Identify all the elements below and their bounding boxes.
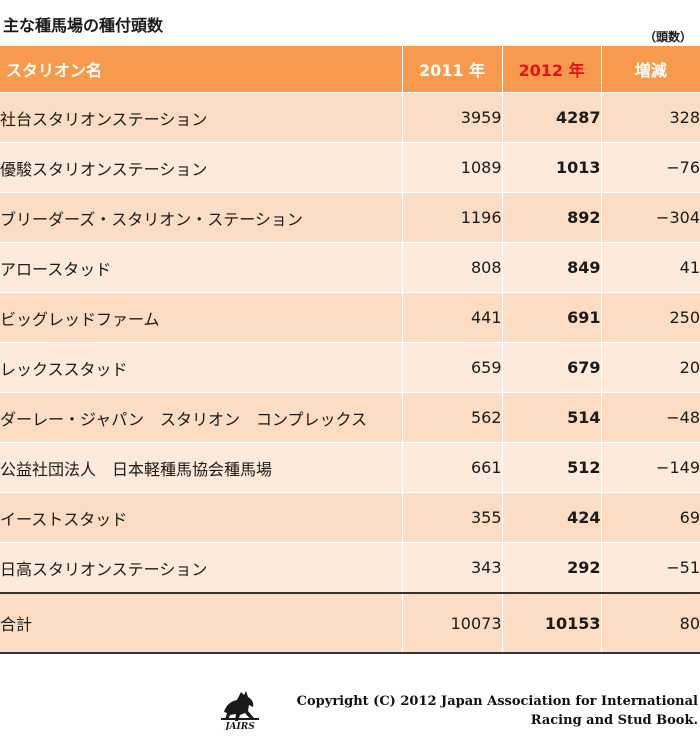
row-2012: 691 — [502, 292, 602, 343]
row-name: 公益社団法人 日本軽種馬協会種馬場 — [0, 442, 403, 493]
row-name: レックススタッド — [0, 342, 403, 393]
row-2012: 892 — [502, 192, 602, 243]
row-change: −149 — [601, 442, 700, 493]
total-row: 合計 10073 10153 80 — [0, 592, 700, 654]
row-2011: 562 — [402, 392, 503, 443]
table-header-row: スタリオン名 2011 年 2012 年 増減 — [0, 46, 700, 93]
page-title: 主な種馬場の種付頭数 — [3, 16, 164, 35]
copyright-line-2: Racing and Stud Book. — [530, 713, 698, 728]
row-name: ダーレー・ジャパン スタリオン コンプレックス — [0, 392, 403, 443]
table-row: ブリーダーズ・スタリオン・ステーション 1196 892 −304 — [0, 192, 700, 243]
copyright-line-1: Copyright (C) 2012 Japan Association for… — [296, 694, 698, 709]
row-name: ブリーダーズ・スタリオン・ステーション — [0, 192, 403, 243]
row-2012: 679 — [502, 342, 602, 393]
total-label: 合計 — [0, 592, 403, 654]
row-2012: 514 — [502, 392, 602, 443]
copyright-notice: Copyright (C) 2012 Japan Association for… — [297, 692, 698, 730]
row-change: 41 — [601, 242, 700, 293]
table-row: 社台スタリオンステーション 3959 4287 328 — [0, 92, 700, 143]
logo-text: JAIRS — [223, 722, 255, 730]
row-2011: 355 — [402, 492, 503, 543]
unit-label: （頭数） — [643, 30, 692, 44]
total-2011: 10073 — [402, 592, 503, 654]
row-change: 328 — [601, 92, 700, 143]
row-change: −76 — [601, 142, 700, 193]
row-2012: 292 — [502, 542, 602, 593]
header-2012: 2012 年 — [502, 46, 602, 93]
row-change: −304 — [601, 192, 700, 243]
row-2012: 424 — [502, 492, 602, 543]
footer: JAIRS Copyright (C) 2012 Japan Associati… — [218, 688, 700, 730]
row-change: 250 — [601, 292, 700, 343]
row-2011: 441 — [402, 292, 503, 343]
row-2012: 1013 — [502, 142, 602, 193]
table-row: 公益社団法人 日本軽種馬協会種馬場 661 512 −149 — [0, 442, 700, 493]
row-2011: 808 — [402, 242, 503, 293]
stud-farm-table: スタリオン名 2011 年 2012 年 増減 社台スタリオンステーション 39… — [0, 46, 700, 654]
row-2011: 343 — [402, 542, 503, 593]
row-2012: 849 — [502, 242, 602, 293]
header-stallion-name: スタリオン名 — [0, 46, 403, 93]
row-change: −51 — [601, 542, 700, 593]
row-2011: 659 — [402, 342, 503, 393]
row-2011: 1196 — [402, 192, 503, 243]
table-row: アロースタッド 808 849 41 — [0, 242, 700, 293]
row-2012: 512 — [502, 442, 602, 493]
table-row: イーストスタッド 355 424 69 — [0, 492, 700, 543]
total-2012: 10153 — [502, 592, 602, 654]
table-row: 優駿スタリオンステーション 1089 1013 −76 — [0, 142, 700, 193]
row-name: 日高スタリオンステーション — [0, 542, 403, 593]
row-change: 69 — [601, 492, 700, 543]
row-change: −48 — [601, 392, 700, 443]
table-row: レックススタッド 659 679 20 — [0, 342, 700, 393]
table-row: ダーレー・ジャパン スタリオン コンプレックス 562 514 −48 — [0, 392, 700, 443]
row-2011: 1089 — [402, 142, 503, 193]
table-row: 日高スタリオンステーション 343 292 −51 — [0, 542, 700, 593]
header-2011: 2011 年 — [402, 46, 503, 93]
total-change: 80 — [601, 592, 700, 654]
row-change: 20 — [601, 342, 700, 393]
row-name: アロースタッド — [0, 242, 403, 293]
row-2011: 661 — [402, 442, 503, 493]
row-name: 社台スタリオンステーション — [0, 92, 403, 143]
row-2011: 3959 — [402, 92, 503, 143]
row-name: 優駿スタリオンステーション — [0, 142, 403, 193]
row-name: イーストスタッド — [0, 492, 403, 543]
row-name: ビッグレッドファーム — [0, 292, 403, 343]
header-change: 増減 — [601, 46, 700, 93]
jairs-horse-logo-icon: JAIRS — [221, 691, 259, 730]
table-row: ビッグレッドファーム 441 691 250 — [0, 292, 700, 343]
row-2012: 4287 — [502, 92, 602, 143]
